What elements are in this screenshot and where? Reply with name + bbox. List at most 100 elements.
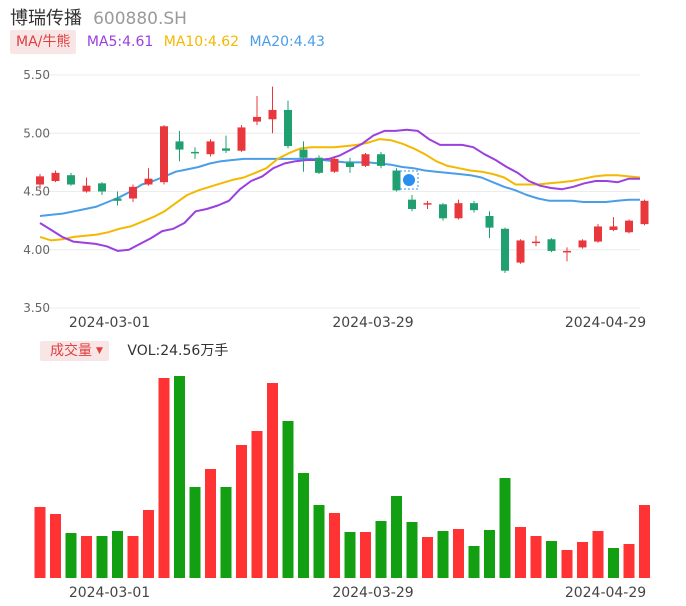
volume-bar	[422, 537, 433, 578]
candle	[98, 182, 106, 195]
price-grid	[40, 74, 640, 309]
candle	[516, 239, 525, 264]
candle-body	[609, 226, 618, 230]
volume-bar	[608, 548, 619, 578]
candle	[160, 125, 168, 185]
candle	[268, 86, 277, 134]
volume-bar	[34, 507, 46, 578]
candle-body	[563, 250, 571, 253]
volume-bar	[391, 496, 402, 578]
volume-bar	[344, 532, 356, 578]
candle	[377, 151, 385, 169]
candle	[578, 239, 587, 249]
candle-body	[392, 170, 401, 191]
volume-bar	[437, 531, 449, 578]
candle-body	[594, 226, 602, 242]
candle	[392, 168, 401, 192]
candle-body	[98, 183, 106, 192]
candle-body	[129, 186, 137, 199]
volume-bar	[127, 536, 139, 578]
volume-bar	[96, 536, 108, 578]
candle	[454, 199, 463, 220]
volume-value: VOL:24.56万手	[127, 343, 229, 359]
candle	[501, 227, 509, 274]
candle-body	[516, 240, 525, 263]
candle	[129, 184, 137, 202]
volume-bar	[251, 431, 263, 578]
volume-bar	[282, 421, 294, 578]
volume-bar	[174, 376, 185, 578]
volume-bar	[112, 531, 123, 578]
candle-body	[284, 109, 292, 147]
candle-body	[268, 109, 277, 120]
ma-indicator-selector[interactable]: MA/牛熊	[10, 30, 77, 54]
candle	[361, 153, 370, 168]
volume-bar	[298, 473, 309, 578]
candle	[640, 199, 649, 226]
candle	[222, 135, 230, 154]
candle-body	[253, 116, 261, 122]
candle-body	[501, 228, 509, 271]
ma10-legend: MA10:4.62	[163, 34, 240, 50]
volume-bars	[34, 376, 650, 578]
candle-body	[346, 162, 354, 168]
ma5-legend: MA5:4.61	[86, 34, 154, 50]
candle	[547, 238, 556, 253]
x-tick-label: 2024-03-01	[69, 585, 150, 601]
candle-body	[191, 151, 199, 154]
moving-average-lines	[39, 128, 641, 252]
candle	[470, 200, 478, 213]
volume-bar	[639, 505, 650, 578]
candle-body	[82, 185, 91, 192]
candle	[532, 235, 540, 247]
crosshair-marker[interactable]	[399, 170, 419, 190]
candle-body	[377, 154, 385, 166]
ma20-legend: MA20:4.43	[249, 34, 325, 50]
volume-bar	[143, 510, 154, 578]
caret-down-icon: ▼	[96, 346, 103, 356]
ma20-line	[39, 157, 640, 217]
marker-icon[interactable]	[401, 172, 417, 188]
volume-indicator-selector[interactable]: 成交量 ▼	[40, 341, 109, 361]
candle	[625, 219, 633, 234]
candle-body	[36, 176, 44, 185]
volume-bar	[81, 536, 92, 578]
volume-bar	[468, 546, 480, 578]
candle	[330, 156, 339, 173]
candle-body	[175, 141, 184, 150]
ma-legend: MA/牛熊 MA5:4.61 MA10:4.62 MA20:4.43	[10, 30, 325, 54]
volume-bar	[530, 536, 542, 578]
y-tick-label: 4.50	[23, 185, 50, 199]
candle	[439, 203, 447, 221]
volume-bar	[484, 530, 495, 578]
candle	[253, 95, 261, 126]
candle-body	[423, 203, 432, 205]
candle-body	[578, 240, 587, 248]
volume-bar	[561, 550, 573, 578]
volume-bar	[220, 487, 232, 578]
volume-bar	[453, 529, 464, 578]
volume-bar	[592, 531, 604, 578]
y-tick-label: 5.00	[23, 126, 50, 140]
y-tick-label: 4.00	[23, 243, 50, 257]
candle-body	[299, 149, 308, 158]
stock-name: 博瑞传播	[10, 8, 82, 29]
candle-body	[625, 220, 633, 233]
volume-bar	[499, 478, 511, 578]
candle	[346, 157, 354, 173]
candle-body	[222, 148, 230, 151]
x-tick-label: 2024-03-29	[332, 585, 413, 601]
candle	[299, 141, 308, 172]
candle-body	[547, 239, 556, 251]
volume-bar	[406, 522, 418, 578]
candle-body	[67, 175, 75, 185]
volume-bar	[267, 383, 278, 578]
candle	[206, 139, 215, 157]
candle-body	[330, 158, 339, 172]
candlesticks	[36, 86, 649, 274]
candle	[609, 217, 618, 232]
volume-bar	[205, 469, 216, 578]
volume-legend: 成交量 ▼ VOL:24.56万手	[40, 341, 228, 361]
volume-bar	[329, 513, 340, 578]
